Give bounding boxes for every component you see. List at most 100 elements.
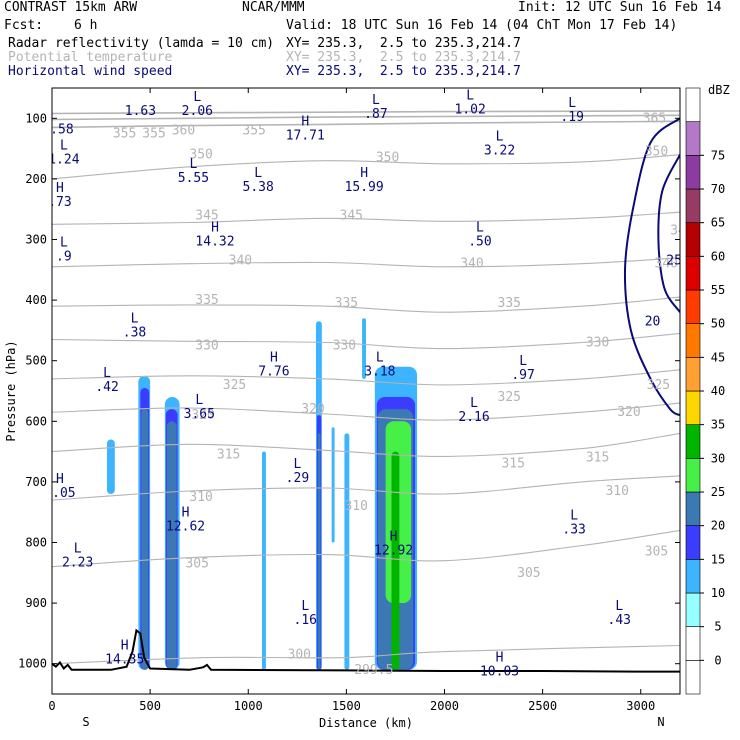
x-axis-south-label: S xyxy=(82,715,89,729)
theta-contour-label: 350 xyxy=(189,148,212,163)
wind-contour xyxy=(623,117,680,417)
theta-contour xyxy=(52,154,680,180)
colorbar-swatch xyxy=(685,626,701,661)
wind-contour-label: 20 xyxy=(645,314,661,329)
theta-contour-label: 315 xyxy=(586,451,609,466)
extremum-marker: L xyxy=(376,351,384,366)
theta-contour-label: 325 xyxy=(647,378,670,393)
colorbar-swatch xyxy=(685,323,701,358)
x-tick-label: 0 xyxy=(48,699,55,713)
extremum-marker: L xyxy=(131,311,139,326)
colorbar-swatch xyxy=(685,491,701,526)
x-tick-label: 1500 xyxy=(332,699,361,713)
extremum-marker: H xyxy=(56,181,64,196)
field-wind-name: Horizontal wind speed xyxy=(8,64,173,79)
extremum-value: .9 xyxy=(56,250,72,265)
theta-contour-label: 310 xyxy=(344,499,367,514)
extremum-marker: H xyxy=(270,351,278,366)
colorbar-label: 40 xyxy=(711,384,725,398)
extremum-value: .42 xyxy=(95,380,118,395)
theta-contour-label: 340 xyxy=(655,257,678,272)
fcst-value: 6 h xyxy=(74,18,98,33)
theta-contour xyxy=(52,296,680,313)
y-tick-label: 700 xyxy=(25,475,47,489)
y-tick-label: 400 xyxy=(25,293,47,307)
colorbar-label: 25 xyxy=(711,485,725,499)
wind-contour xyxy=(657,154,680,313)
y-tick-label: 800 xyxy=(25,536,47,550)
extremum-value: 17.71 xyxy=(286,128,325,143)
valid-time: Valid: 18 UTC Sun 16 Feb 14 (04 ChT Mon … xyxy=(286,18,678,33)
theta-contour-label: 315 xyxy=(217,448,240,463)
colorbar-swatch xyxy=(685,222,701,257)
extremum-value: .29 xyxy=(286,471,309,486)
colorbar-label: 45 xyxy=(711,350,725,364)
extremum-marker: L xyxy=(615,599,623,614)
x-tick-label: 3000 xyxy=(626,699,655,713)
colorbar-swatch xyxy=(685,424,701,459)
reflectivity-cell xyxy=(106,439,115,495)
extremum-marker: H xyxy=(496,651,504,666)
extremum-value: .50 xyxy=(468,234,491,249)
theta-contour-label: 345 xyxy=(195,208,218,223)
theta-contour-label: 330 xyxy=(333,339,356,354)
extremum-value: 12.92 xyxy=(374,544,413,559)
extremum-marker: L xyxy=(294,457,302,472)
field-theta-name: Potential temperature xyxy=(8,50,173,65)
y-tick-label: 1000 xyxy=(18,657,47,671)
extremum-value: .43 xyxy=(608,613,631,628)
extremum-value: .38 xyxy=(123,325,146,340)
colorbar-swatch xyxy=(685,188,701,223)
extremum-marker: L xyxy=(466,88,474,103)
extremum-value: 2.23 xyxy=(62,556,93,571)
extremum-value: 5.55 xyxy=(178,171,209,186)
extremum-marker: L xyxy=(570,508,578,523)
colorbar-label: 35 xyxy=(711,418,725,432)
colorbar-label: 65 xyxy=(711,216,725,230)
theta-contour-label: 300 xyxy=(288,648,311,663)
extremum-marker: H xyxy=(56,472,64,487)
extremum-marker: L xyxy=(193,90,201,105)
extremum-value: 7.76 xyxy=(258,365,289,380)
theta-contour-label: 340 xyxy=(229,254,252,269)
extremum-marker: L xyxy=(60,139,68,154)
extremum-marker: L xyxy=(254,166,262,181)
extremum-value: .19 xyxy=(560,110,583,125)
field-reflectivity-name: Radar reflectivity (lamda = 10 cm) xyxy=(8,36,275,51)
colorbar-swatch xyxy=(685,357,701,392)
theta-contour-label: 305 xyxy=(645,545,668,560)
y-tick-label: 100 xyxy=(25,111,47,125)
extremum-marker: H xyxy=(121,639,129,654)
field-theta-xy: XY= 235.3, 2.5 to 235.3,214.7 xyxy=(286,50,521,65)
x-tick-label: 500 xyxy=(139,699,161,713)
theta-contour-label: 320 xyxy=(301,402,324,417)
extremum-value: 10.03 xyxy=(480,665,519,680)
extremum-marker: L xyxy=(568,96,576,111)
fcst-label: Fcst: xyxy=(4,18,44,33)
terrain-line xyxy=(52,628,680,673)
theta-contour-label: 350 xyxy=(376,151,399,166)
colorbar-swatch xyxy=(685,592,701,627)
theta-contour-label: 320 xyxy=(191,408,214,423)
theta-contour xyxy=(52,475,680,501)
theta-contour-label: 330 xyxy=(195,339,218,354)
reflectivity-cell xyxy=(261,451,266,670)
extremum-marker: L xyxy=(103,366,111,381)
theta-contour-label: 355 xyxy=(242,123,265,138)
colorbar-swatch xyxy=(685,87,701,122)
reflectivity-cell xyxy=(362,318,366,379)
theta-contour-label: 305 xyxy=(185,557,208,572)
colorbar-label: 30 xyxy=(711,451,725,465)
theta-contour-label: 335 xyxy=(335,296,358,311)
theta-contour xyxy=(52,114,680,121)
colorbar-label: 10 xyxy=(711,586,725,600)
theta-contour xyxy=(52,211,680,225)
y-tick-label: 900 xyxy=(25,596,47,610)
x-tick-label: 2500 xyxy=(528,699,557,713)
init-time: Init: 12 UTC Sun 16 Feb 14 xyxy=(518,0,722,15)
colorbar-swatch xyxy=(685,289,701,324)
extremum-value: 2.06 xyxy=(182,104,213,119)
extremum-marker: L xyxy=(60,236,68,251)
x-axis-label: Distance (km) xyxy=(319,716,413,730)
extremum-marker: L xyxy=(519,354,527,369)
